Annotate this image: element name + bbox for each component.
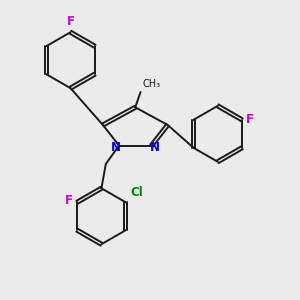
Text: F: F	[246, 113, 254, 126]
Text: N: N	[110, 141, 121, 154]
Text: N: N	[150, 141, 160, 154]
Text: F: F	[65, 194, 73, 207]
Text: CH₃: CH₃	[143, 79, 161, 89]
Text: Cl: Cl	[130, 186, 143, 199]
Text: F: F	[67, 15, 74, 28]
